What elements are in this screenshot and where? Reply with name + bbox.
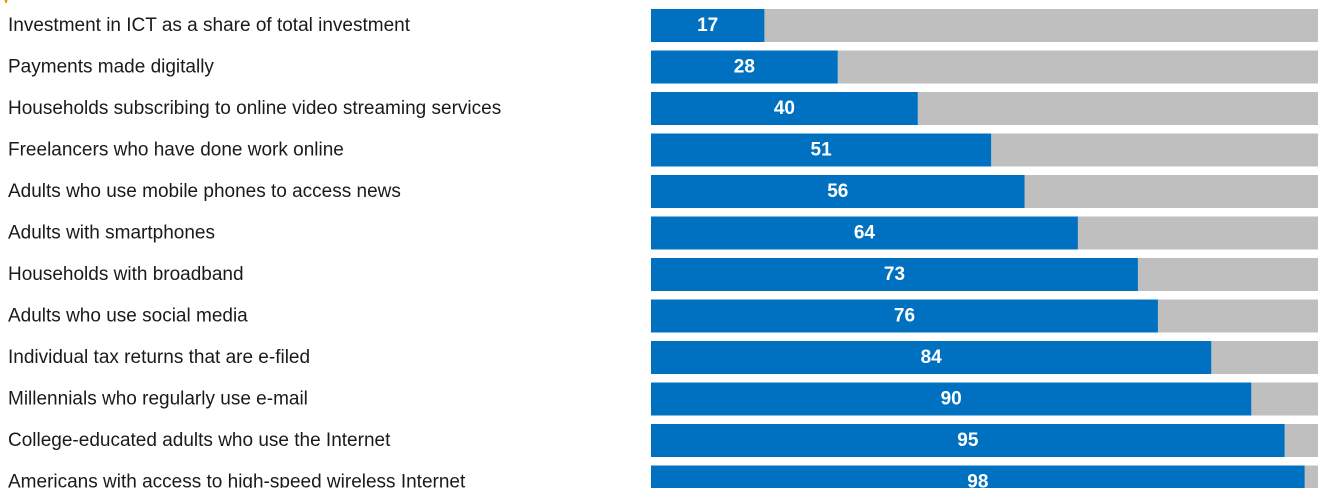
bar-remainder	[1077, 216, 1318, 250]
value-label: 56	[827, 181, 848, 202]
bar	[651, 9, 765, 42]
bar-remainder	[991, 133, 1318, 167]
category-label: Adults with smartphones	[8, 223, 215, 244]
bar	[651, 92, 918, 125]
bar-remainder	[1024, 175, 1318, 208]
bar-remainder	[1211, 341, 1318, 374]
bar-remainder	[1304, 465, 1318, 488]
category-labels: Investment in ICT as a share of total in…	[8, 15, 501, 488]
category-label: College-educated adults who use the Inte…	[8, 430, 391, 451]
category-label: Households with broadband	[8, 264, 244, 285]
bar	[651, 424, 1285, 457]
title-fragment	[0, 0, 16, 6]
value-label: 84	[921, 347, 943, 368]
category-label: Americans with access to high-speed wire…	[8, 472, 466, 488]
value-label: 40	[774, 98, 795, 119]
category-label: Individual tax returns that are e-filed	[8, 347, 310, 368]
bar	[651, 133, 992, 167]
value-label: 95	[957, 430, 979, 451]
value-label: 90	[941, 389, 962, 410]
bar	[651, 299, 1158, 333]
value-label: 51	[811, 140, 833, 161]
value-label: 17	[697, 15, 718, 36]
bar	[651, 175, 1025, 208]
value-label: 73	[884, 264, 905, 285]
bar	[651, 50, 838, 84]
category-label: Adults who use mobile phones to access n…	[8, 181, 401, 202]
value-label: 98	[967, 472, 988, 488]
bar-remainder	[837, 50, 1318, 84]
category-label: Millennials who regularly use e-mail	[8, 389, 308, 410]
bar	[651, 382, 1252, 416]
bar	[651, 465, 1305, 488]
bar	[651, 341, 1212, 374]
category-label: Freelancers who have done work online	[8, 140, 344, 161]
bar	[651, 258, 1138, 291]
bar-remainder	[1157, 299, 1318, 333]
value-label: 76	[894, 306, 915, 327]
value-label: 64	[854, 223, 876, 244]
bar-remainder	[764, 9, 1318, 42]
bars: 17 28 40 51 56 64 73 76 84 90 95 98	[651, 9, 1318, 488]
category-label: Adults who use social media	[8, 306, 248, 327]
bar	[651, 216, 1078, 250]
bar-remainder	[1284, 424, 1318, 457]
category-label: Payments made digitally	[8, 57, 214, 78]
category-label: Investment in ICT as a share of total in…	[8, 15, 411, 36]
value-label: 28	[734, 57, 755, 78]
bar-remainder	[917, 92, 1318, 125]
category-label: Households subscribing to online video s…	[8, 98, 501, 119]
bar-remainder	[1137, 258, 1318, 291]
bar-remainder	[1251, 382, 1318, 416]
